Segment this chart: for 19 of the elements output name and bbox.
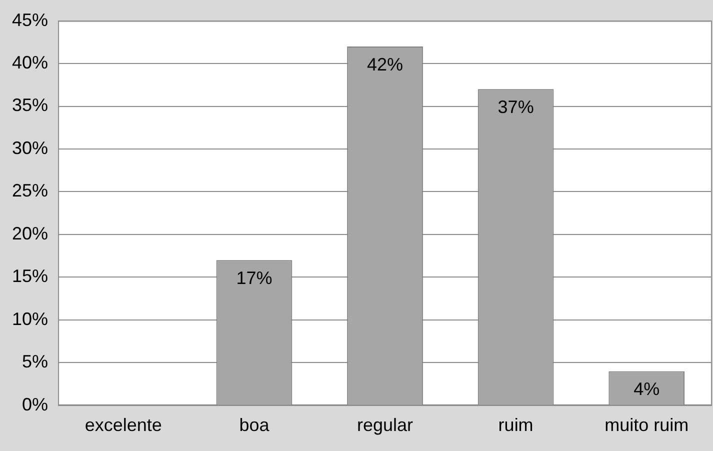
y-tick-label: 35% [12, 95, 48, 116]
data-label: 4% [634, 379, 660, 400]
y-tick-label: 30% [12, 138, 48, 158]
x-tick-label: ruim [498, 415, 534, 436]
data-label: 17% [236, 268, 272, 288]
data-label: 42% [367, 54, 404, 74]
x-tick-label: muito ruim [604, 415, 689, 436]
y-tick-label: 10% [12, 308, 48, 329]
y-tick-label: 5% [22, 352, 48, 372]
y-tick-label: 40% [12, 52, 48, 72]
y-tick-label: 20% [12, 223, 48, 244]
x-tick-label: excelente [84, 415, 162, 436]
y-tick-label: 45% [12, 10, 48, 30]
y-tick-label: 25% [12, 180, 48, 201]
x-tick-label: regular [357, 415, 414, 436]
y-tick-label: 0% [22, 394, 48, 414]
data-label: 37% [498, 97, 534, 118]
y-tick-label: 15% [12, 266, 48, 286]
x-tick-label: boa [239, 415, 270, 436]
